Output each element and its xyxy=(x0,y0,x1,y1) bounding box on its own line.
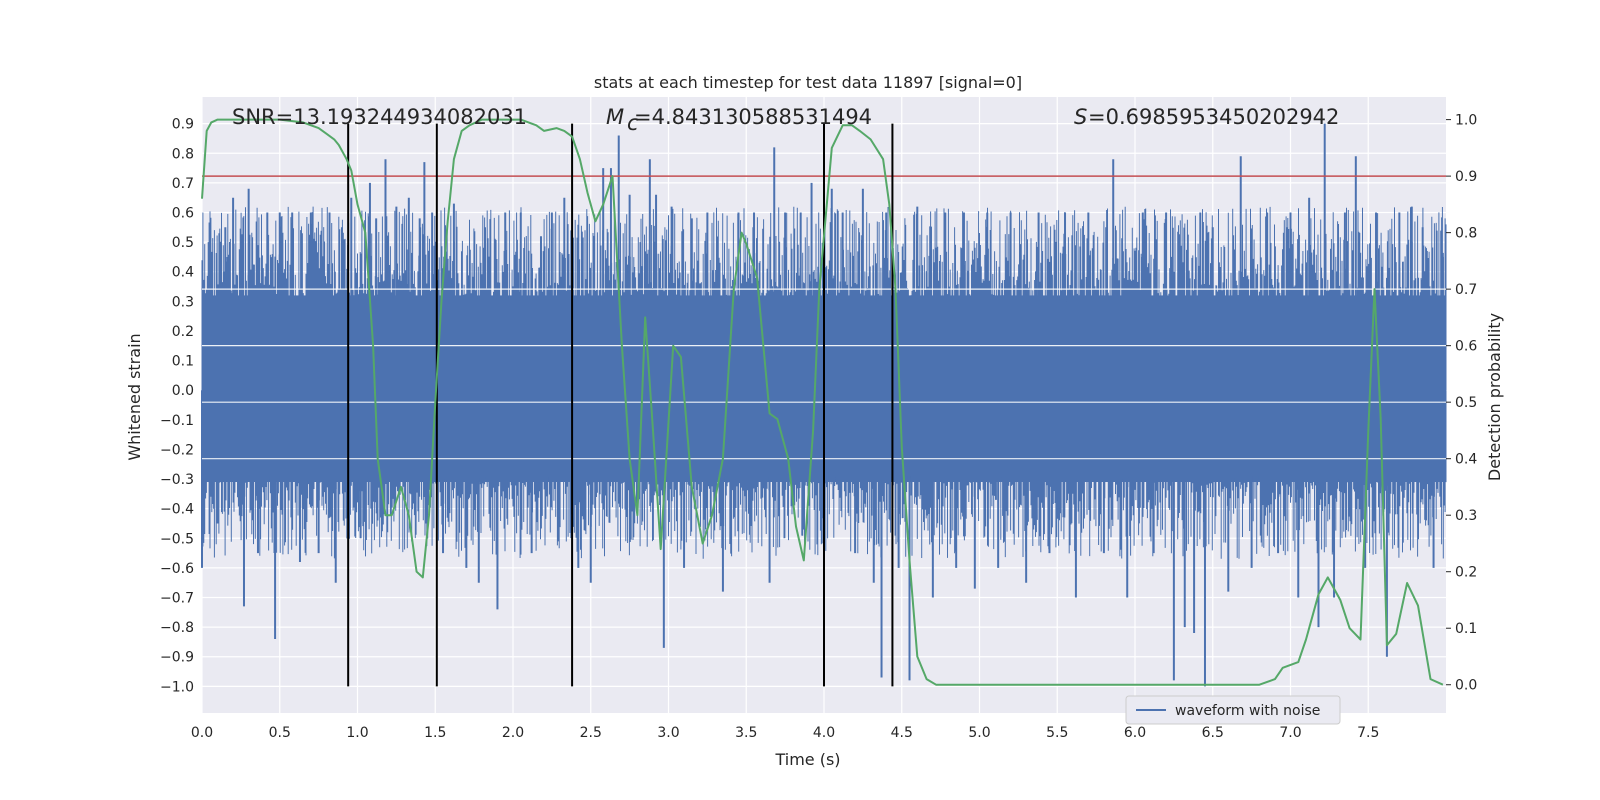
right-y-tick-label: 0.9 xyxy=(1455,169,1477,185)
x-tick-label: 3.0 xyxy=(657,725,679,741)
x-tick-label: 3.5 xyxy=(735,725,757,741)
left-y-tick-label: −0.3 xyxy=(160,472,194,488)
right-y-tick-label: 0.5 xyxy=(1455,395,1477,411)
x-tick-label: 1.0 xyxy=(346,725,368,741)
right-y-tick-label: 0.6 xyxy=(1455,339,1477,355)
right-y-tick-label: 0.1 xyxy=(1455,621,1477,637)
right-y-tick-label: 0.0 xyxy=(1455,678,1477,694)
x-tick-label: 7.0 xyxy=(1279,725,1301,741)
left-y-tick-label: 0.9 xyxy=(172,117,194,133)
left-y-tick-label: 0.3 xyxy=(172,294,194,310)
left-y-tick-label: 0.7 xyxy=(172,176,194,192)
left-y-tick-label: 0.1 xyxy=(172,354,194,370)
x-tick-label: 5.0 xyxy=(968,725,990,741)
vertical-markers xyxy=(347,123,894,687)
left-y-tick-label: −0.2 xyxy=(160,442,194,458)
right-y-tick-label: 0.4 xyxy=(1455,452,1477,468)
right-y-tick-label: 0.7 xyxy=(1455,282,1477,298)
x-tick-label: 2.0 xyxy=(502,725,524,741)
snr-annotation: SNR=13.193244934082031 xyxy=(232,105,527,129)
y-axis-label-right: Detection probability xyxy=(1485,313,1504,481)
left-y-tick-label: −0.1 xyxy=(160,413,194,429)
mc-annotation: M c =4.843130588531494 xyxy=(606,105,872,135)
right-y-tick-label: 0.8 xyxy=(1455,226,1477,242)
probability-curve xyxy=(201,118,1444,686)
right-y-tick-labels: 1.0 0.9 0.8 0.7 0.6 0.5 0.4 0.3 0.2 0.1 0.0 xyxy=(1446,113,1477,694)
left-y-tick-label: 0.6 xyxy=(172,206,194,222)
right-y-tick-label: 0.2 xyxy=(1455,565,1477,581)
left-y-tick-label: 0.5 xyxy=(172,235,194,251)
probability-line xyxy=(201,118,1444,686)
left-y-tick-label: −0.7 xyxy=(160,591,194,607)
right-y-tick-label: 0.3 xyxy=(1455,508,1477,524)
left-y-tick-label: −1.0 xyxy=(160,679,194,695)
x-tick-label: 0.5 xyxy=(269,725,291,741)
x-axis-label: Time (s) xyxy=(774,750,840,769)
mc-symbol: M xyxy=(606,105,624,129)
legend-label: waveform with noise xyxy=(1175,703,1320,719)
x-tick-label: 4.0 xyxy=(813,725,835,741)
left-y-tick-label: −0.8 xyxy=(160,620,194,636)
left-y-tick-label: −0.9 xyxy=(160,650,194,666)
legend-box xyxy=(1125,695,1341,725)
x-tick-labels: 0.0 0.5 1.0 1.5 2.0 2.5 3.0 3.5 4.0 4.5 5.0 5.5 6.0 6… xyxy=(191,725,1380,741)
s-symbol: S xyxy=(1074,105,1087,129)
legend: waveform with noise xyxy=(1125,695,1341,725)
left-y-tick-label: −0.6 xyxy=(160,561,194,577)
left-y-tick-label: 0.8 xyxy=(172,146,194,162)
x-tick-label: 5.5 xyxy=(1046,725,1068,741)
right-y-tick-label: 1.0 xyxy=(1455,113,1477,129)
left-y-tick-label: −0.4 xyxy=(160,502,194,518)
x-tick-label: 6.0 xyxy=(1124,725,1146,741)
left-y-tick-label: −0.5 xyxy=(160,531,194,547)
x-tick-label: 1.5 xyxy=(424,725,446,741)
x-tick-label: 6.5 xyxy=(1202,725,1224,741)
chart-title: stats at each timestep for test data 118… xyxy=(594,73,1022,92)
left-y-tick-label: 0.2 xyxy=(172,324,194,340)
left-y-tick-labels: 0.9 0.8 0.7 0.6 0.5 0.4 0.3 0.2 0.1 0.0 −0.1 −0.2 −0… xyxy=(160,117,194,696)
s-value: =0.6985953450202942 xyxy=(1088,105,1339,129)
x-tick-label: 0.0 xyxy=(191,725,213,741)
mc-value: =4.843130588531494 xyxy=(634,105,872,129)
mc-subscript: c xyxy=(627,111,639,135)
left-y-tick-label: 0.4 xyxy=(172,265,194,281)
x-tick-label: 7.5 xyxy=(1357,725,1379,741)
x-tick-label: 4.5 xyxy=(891,725,913,741)
left-y-tick-label: 0.0 xyxy=(172,383,194,399)
s-annotation: S =0.6985953450202942 xyxy=(1074,105,1339,129)
x-tick-label: 2.5 xyxy=(580,725,602,741)
waveform-spikes xyxy=(201,123,1447,687)
y-axis-label-left: Whitened strain xyxy=(125,333,144,460)
